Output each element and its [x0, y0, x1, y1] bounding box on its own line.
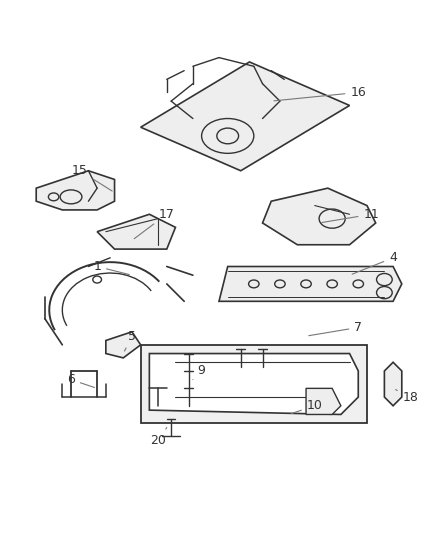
Polygon shape — [149, 353, 358, 415]
Polygon shape — [106, 332, 141, 358]
Polygon shape — [385, 362, 402, 406]
Polygon shape — [36, 171, 115, 210]
Text: 11: 11 — [322, 208, 379, 222]
Text: 16: 16 — [274, 86, 366, 101]
Polygon shape — [141, 345, 367, 423]
Polygon shape — [97, 214, 176, 249]
Polygon shape — [141, 62, 350, 171]
Text: 15: 15 — [72, 164, 112, 191]
Text: 10: 10 — [291, 399, 323, 414]
Polygon shape — [219, 266, 402, 301]
Text: 9: 9 — [193, 365, 205, 379]
Text: 5: 5 — [124, 329, 136, 351]
Text: 1: 1 — [93, 260, 129, 274]
Text: 17: 17 — [134, 208, 175, 239]
Text: 6: 6 — [67, 373, 95, 387]
Polygon shape — [262, 188, 376, 245]
Text: 18: 18 — [396, 390, 418, 403]
Text: 20: 20 — [150, 427, 167, 447]
Polygon shape — [306, 389, 341, 415]
Text: 4: 4 — [352, 251, 397, 274]
Text: 7: 7 — [309, 321, 362, 336]
